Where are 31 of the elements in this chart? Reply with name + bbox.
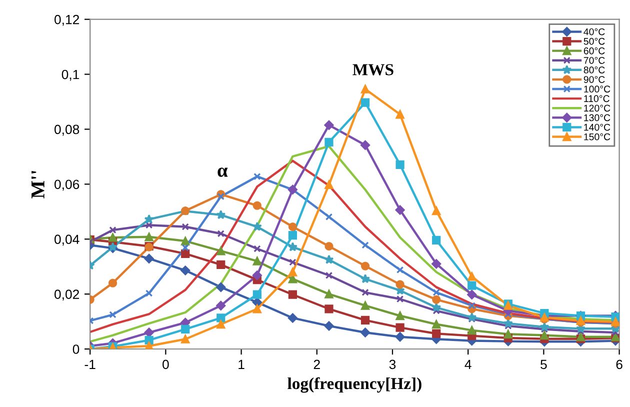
legend-label: 150°C [584, 133, 610, 140]
annotation: MWS [352, 64, 394, 76]
y-tick-label: 0,04 [54, 234, 80, 246]
legend-label: 50°C [584, 38, 605, 45]
annotation: α [218, 168, 228, 177]
x-tick-label: 6 [616, 360, 622, 370]
legend-label: 100°C [584, 86, 610, 93]
x-tick-label: 1 [238, 360, 244, 369]
legend-label: 90°C [584, 76, 605, 83]
y-tick-label: 0,1 [62, 70, 80, 81]
y-tick-label: 0,06 [54, 180, 80, 191]
x-tick-label: 3 [389, 360, 396, 370]
x-tick-label: 5 [540, 360, 547, 370]
legend-label: 130°C [584, 114, 610, 122]
legend-label: 60°C [584, 47, 605, 54]
legend-label: 80°C [584, 66, 605, 74]
x-tick-label: 4 [464, 360, 472, 369]
x-tick-label: 2 [314, 360, 320, 369]
x-tick-label: -1 [84, 360, 96, 369]
y-axis-title: M'' [32, 171, 44, 198]
x-axis-title: log(frequency[Hz]) [288, 377, 422, 393]
y-tick-label: 0,12 [54, 14, 80, 26]
y-tick-label: 0,02 [54, 290, 80, 301]
legend-label: 110°C [584, 95, 610, 102]
legend-label: 120°C [584, 104, 610, 112]
x-tick-label: 0 [162, 360, 169, 370]
legend-label: 40°C [584, 28, 605, 36]
legend-label: 70°C [584, 56, 605, 64]
y-tick-label: 0,08 [54, 124, 80, 136]
y-tick-label: 0 [72, 344, 80, 354]
legend-label: 140°C [584, 124, 610, 131]
